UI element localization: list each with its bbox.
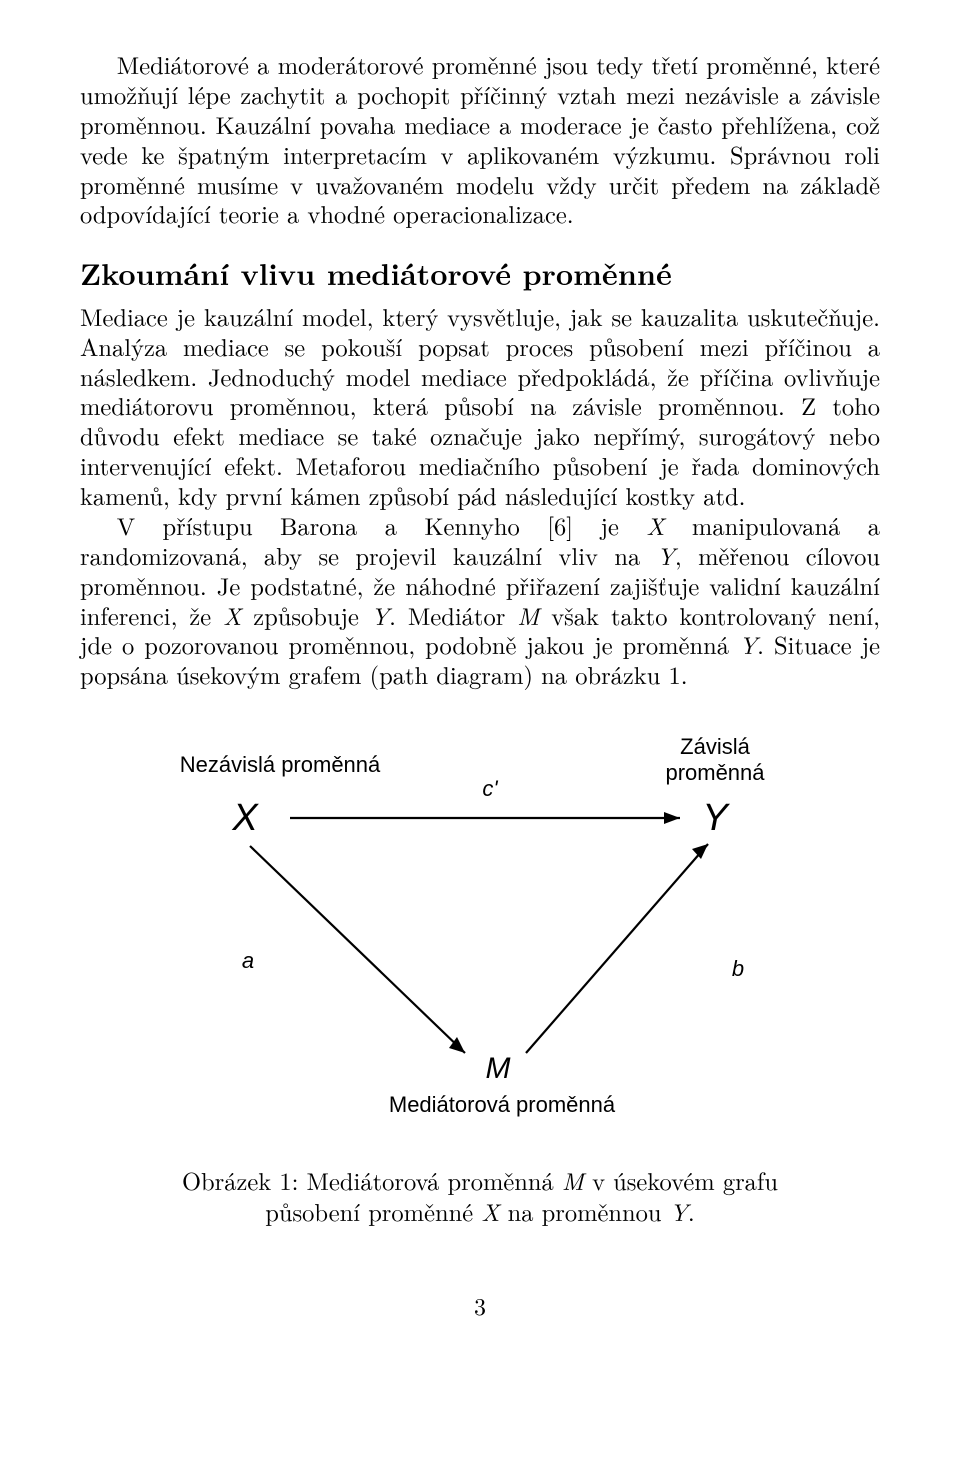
- caption-Y: Y: [670, 1194, 688, 1229]
- label-dependent-l2: proměnná: [665, 760, 765, 785]
- node-X: X: [231, 797, 259, 839]
- arrowhead-b: [692, 844, 708, 859]
- paragraph-mediace-1: Mediace je kauzální model, který vysvětl…: [80, 302, 880, 511]
- paragraph-intro: Mediátorové a moderátorové proměnné jsou…: [80, 50, 880, 229]
- arrowhead-c: [664, 812, 680, 824]
- label-mediator: Mediátorová proměnná: [389, 1092, 616, 1117]
- label-a: a: [242, 948, 254, 973]
- section-heading: Zkoumání vlivu mediátorové proměnné: [80, 255, 880, 292]
- label-independent: Nezávislá proměnná: [180, 752, 381, 777]
- label-c: c': [482, 776, 498, 801]
- page-number: 3: [80, 1291, 880, 1320]
- node-M: M: [486, 1052, 511, 1085]
- edge-b: [526, 844, 708, 1053]
- label-dependent-l1: Závislá: [680, 734, 750, 759]
- paragraph-mediace-2: V přístupu Barona a Kennyho [6] je X man…: [80, 511, 880, 690]
- page: Mediátorové a moderátorové proměnné jsou…: [0, 0, 960, 1361]
- caption-post: .: [688, 1194, 695, 1229]
- caption-mid2: na proměnnou: [499, 1194, 669, 1229]
- path-diagram: Nezávislá proměnná Závislá proměnná Medi…: [80, 718, 880, 1227]
- edge-a: [250, 846, 465, 1053]
- figure-caption: Obrázek 1: Mediátorová proměnná M v úsek…: [170, 1166, 790, 1227]
- path-diagram-svg: Nezávislá proměnná Závislá proměnná Medi…: [120, 718, 840, 1158]
- caption-X: X: [481, 1194, 499, 1229]
- node-Y: Y: [702, 797, 730, 839]
- label-b: b: [732, 956, 744, 981]
- math-Y3: Y: [739, 627, 757, 662]
